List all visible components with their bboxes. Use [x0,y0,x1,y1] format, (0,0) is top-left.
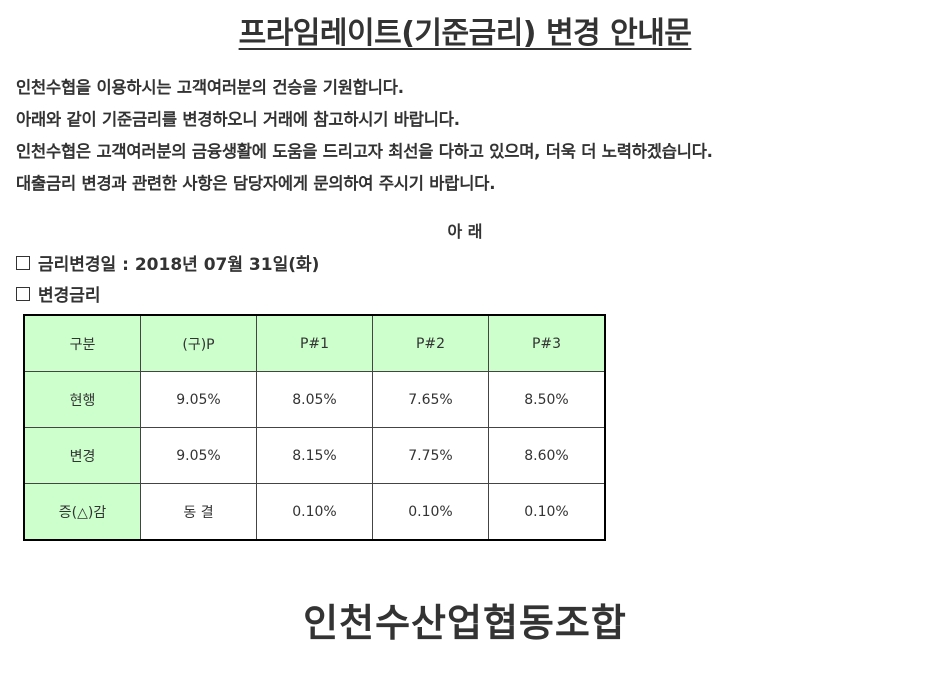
row-header: 증(△)감 [23,483,141,541]
table-cell: 8.60% [488,427,606,484]
table-row: 현행 9.05% 8.05% 7.65% 8.50% [23,371,606,428]
column-header: P#3 [488,314,606,372]
row-header: 변경 [23,427,141,484]
intro-line: 인천수협은 고객여러분의 금융생활에 도움을 드리고자 최선을 다하고 있으며,… [16,142,713,161]
rate-change-date-item: 금리변경일 : 2018년 07월 31일(화) [16,250,319,275]
table-row: 증(△)감 동 결 0.10% 0.10% 0.10% [23,483,606,541]
table-cell: 7.75% [372,427,489,484]
row-header: 현행 [23,371,141,428]
column-header: (구)P [140,314,257,372]
table-cell: 9.05% [140,371,257,428]
table-cell: 8.50% [488,371,606,428]
intro-line: 대출금리 변경과 관련한 사항은 담당자에게 문의하여 주시기 바랍니다. [16,174,496,193]
table-cell: 0.10% [372,483,489,541]
checkbox-icon [16,286,30,301]
table-cell: 8.15% [256,427,373,484]
intro-line: 인천수협을 이용하시는 고객여러분의 건승을 기원합니다. [16,78,404,97]
column-header: 구분 [23,314,141,372]
table-cell: 9.05% [140,427,257,484]
table-row: 변경 9.05% 8.15% 7.75% 8.60% [23,427,606,484]
rate-change-date-text: 금리변경일 : 2018년 07월 31일(화) [38,255,320,275]
table-cell: 7.65% [372,371,489,428]
changed-rates-text: 변경금리 [38,286,101,306]
table-cell: 동 결 [140,483,257,541]
intro-paragraph: 인천수협을 이용하시는 고객여러분의 건승을 기원합니다. 아래와 같이 기준금… [16,72,916,200]
notice-heading: 아 래 [447,222,483,241]
intro-line: 아래와 같이 기준금리를 변경하오니 거래에 참고하시기 바랍니다. [16,110,460,129]
changed-rates-item: 변경금리 [16,281,101,306]
page-title-text: 프라임레이트(기준금리) 변경 안내문 [238,16,692,51]
column-header: P#1 [256,314,373,372]
organization-name: 인천수산업협동조합 [303,601,627,645]
table-cell: 0.10% [256,483,373,541]
column-header: P#2 [372,314,489,372]
table-header-row: 구분 (구)P P#1 P#2 P#3 [23,314,606,372]
table-cell: 0.10% [488,483,606,541]
table-cell: 8.05% [256,371,373,428]
page-title: 프라임레이트(기준금리) 변경 안내문 [0,8,930,52]
rate-table: 구분 (구)P P#1 P#2 P#3 현행 9.05% 8.05% 7.65%… [23,314,606,541]
checkbox-icon [16,255,30,270]
